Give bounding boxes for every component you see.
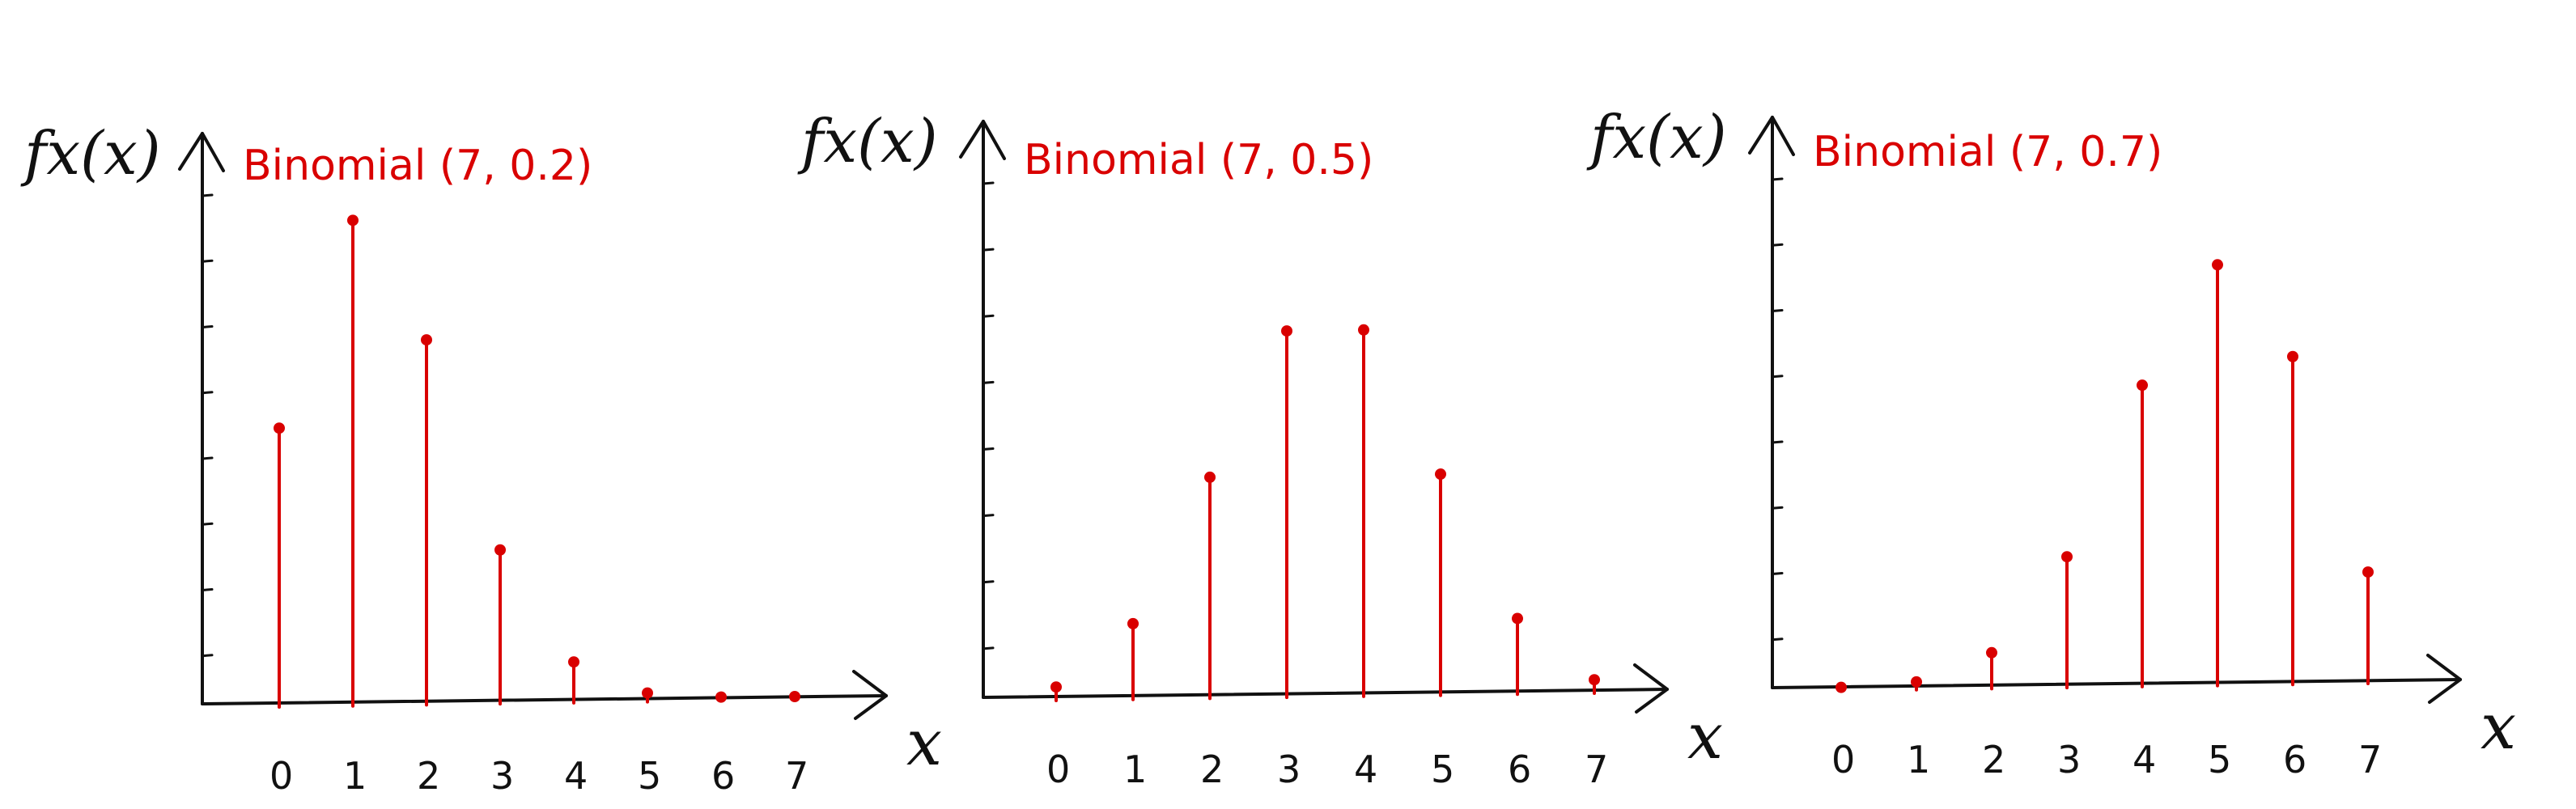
chart-1-y-axis-label: fx(x) [20,119,161,188]
chart-2-x-tick-label: 4 [1354,748,1377,791]
chart-3-y-tick-mark [1771,506,1784,510]
chart-3-x-tick-label: 4 [2133,738,2156,781]
chart-1-x-axis-arrow-icon [852,670,888,720]
chart-1-stem-marker [642,687,653,699]
chart-2-y-axis-arrow-icon [959,120,1006,160]
chart-2-stem-marker [1512,612,1523,625]
chart-1-stem-marker [494,544,506,556]
chart-2-y-tick-mark [982,380,995,384]
chart-2-stem-marker [1435,468,1446,481]
chart-3-x-tick-label: 6 [2283,738,2307,781]
chart-3-stem-marker [2287,350,2298,362]
chart-1-y-tick-mark [201,588,214,591]
chart-2-stem-marker [1127,617,1139,629]
chart-2-x-axis-arrow-icon [1633,663,1669,714]
chart-1-stem-marker [274,422,285,434]
chart-2-y-tick-mark [982,646,995,650]
chart-3-y-axis-arrow-icon [1748,116,1795,156]
chart-2-x-tick-label: 0 [1046,748,1070,791]
chart-1-x-axis-label: x [906,707,942,780]
chart-2-x-axis-label: x [1687,701,1723,773]
chart-3-x-tick-label: 5 [2208,738,2231,781]
chart-3-stem-marker [2362,566,2374,578]
chart-3-y-tick-mark [1771,375,1784,379]
chart-2-stem-marker [1281,325,1292,337]
chart-1-stem-marker [715,691,727,703]
chart-1-y-axis-arrow-icon [178,132,225,172]
chart-2-stem-marker [1050,681,1062,693]
chart-2-y-tick-mark [982,181,995,185]
chart-1-y-tick-mark [201,654,214,658]
chart-2-x-tick-label: 7 [1585,748,1608,791]
chart-1-y-tick-mark [201,193,214,197]
chart-1-x-tick-label: 1 [343,754,367,798]
chart-3-y-tick-mark [1771,440,1784,444]
chart-1-x-tick-label: 4 [564,754,588,798]
chart-1-x-tick-label: 7 [785,754,808,798]
chart-2-stem-marker [1358,324,1369,336]
chart-3-x-axis [1771,678,2462,689]
chart-2-y-tick-mark [982,514,995,518]
chart-3-x-tick-label: 0 [1831,738,1855,781]
chart-3-stem-marker [2137,379,2148,392]
chart-2-x-tick-label: 6 [1508,748,1531,791]
chart-3-x-tick-label: 2 [1982,738,2005,781]
chart-3-title: Binomial (7, 0.7) [1813,128,2162,176]
chart-3-y-tick-mark [1771,177,1784,181]
chart-1-stem-marker [347,214,359,227]
chart-3-x-tick-label: 1 [1907,738,1930,781]
chart-1-y-tick-mark [201,456,214,460]
chart-1-x-tick-label: 2 [417,754,440,798]
chart-1-y-tick-mark [201,391,214,395]
chart-2-stem-marker [1204,471,1216,483]
chart-1-y-tick-mark [201,325,214,328]
chart-2-x-tick-label: 3 [1277,748,1301,791]
chart-1-y-tick-mark [201,259,214,263]
chart-3-y-axis-label: fx(x) [1586,103,1727,172]
chart-1-x-tick-label: 0 [269,754,293,798]
chart-2-x-tick-label: 2 [1200,748,1224,791]
chart-3-y-tick-mark [1771,637,1784,642]
chart-3-y-tick-mark [1771,243,1784,247]
chart-1-stem-marker [568,656,579,668]
chart-2-y-tick-mark [982,447,995,451]
chart-3-stem-marker [1835,681,1847,693]
chart-3-x-tick-label: 3 [2057,738,2081,781]
chart-2-x-axis [982,688,1669,699]
chart-3-stem-marker [2212,259,2223,271]
chart-1-x-axis [201,694,888,705]
chart-3-x-axis-arrow-icon [2426,654,2462,704]
chart-1-stem-marker [421,334,432,346]
chart-3-stem-marker [2061,551,2073,563]
chart-3-stem-marker [1986,646,1997,659]
chart-2-x-tick-label: 5 [1431,748,1454,791]
chart-2-title: Binomial (7, 0.5) [1024,136,1373,184]
chart-2-y-tick-mark [982,248,995,252]
chart-1-x-tick-label: 6 [711,754,735,798]
chart-3-x-tick-label: 7 [2358,738,2382,781]
chart-3-stem-marker [1911,676,1922,688]
chart-1-x-tick-label: 3 [490,754,514,798]
chart-1-title: Binomial (7, 0.2) [243,142,592,190]
chart-1-x-tick-label: 5 [638,754,661,798]
chart-2-y-axis-label: fx(x) [797,107,938,176]
chart-1-stem-marker [789,691,800,702]
chart-2-stem-marker [1589,674,1600,686]
chart-2-x-tick-label: 1 [1123,748,1147,791]
chart-3-x-axis-label: x [2481,691,2516,764]
chart-1-y-tick-mark [201,522,214,526]
